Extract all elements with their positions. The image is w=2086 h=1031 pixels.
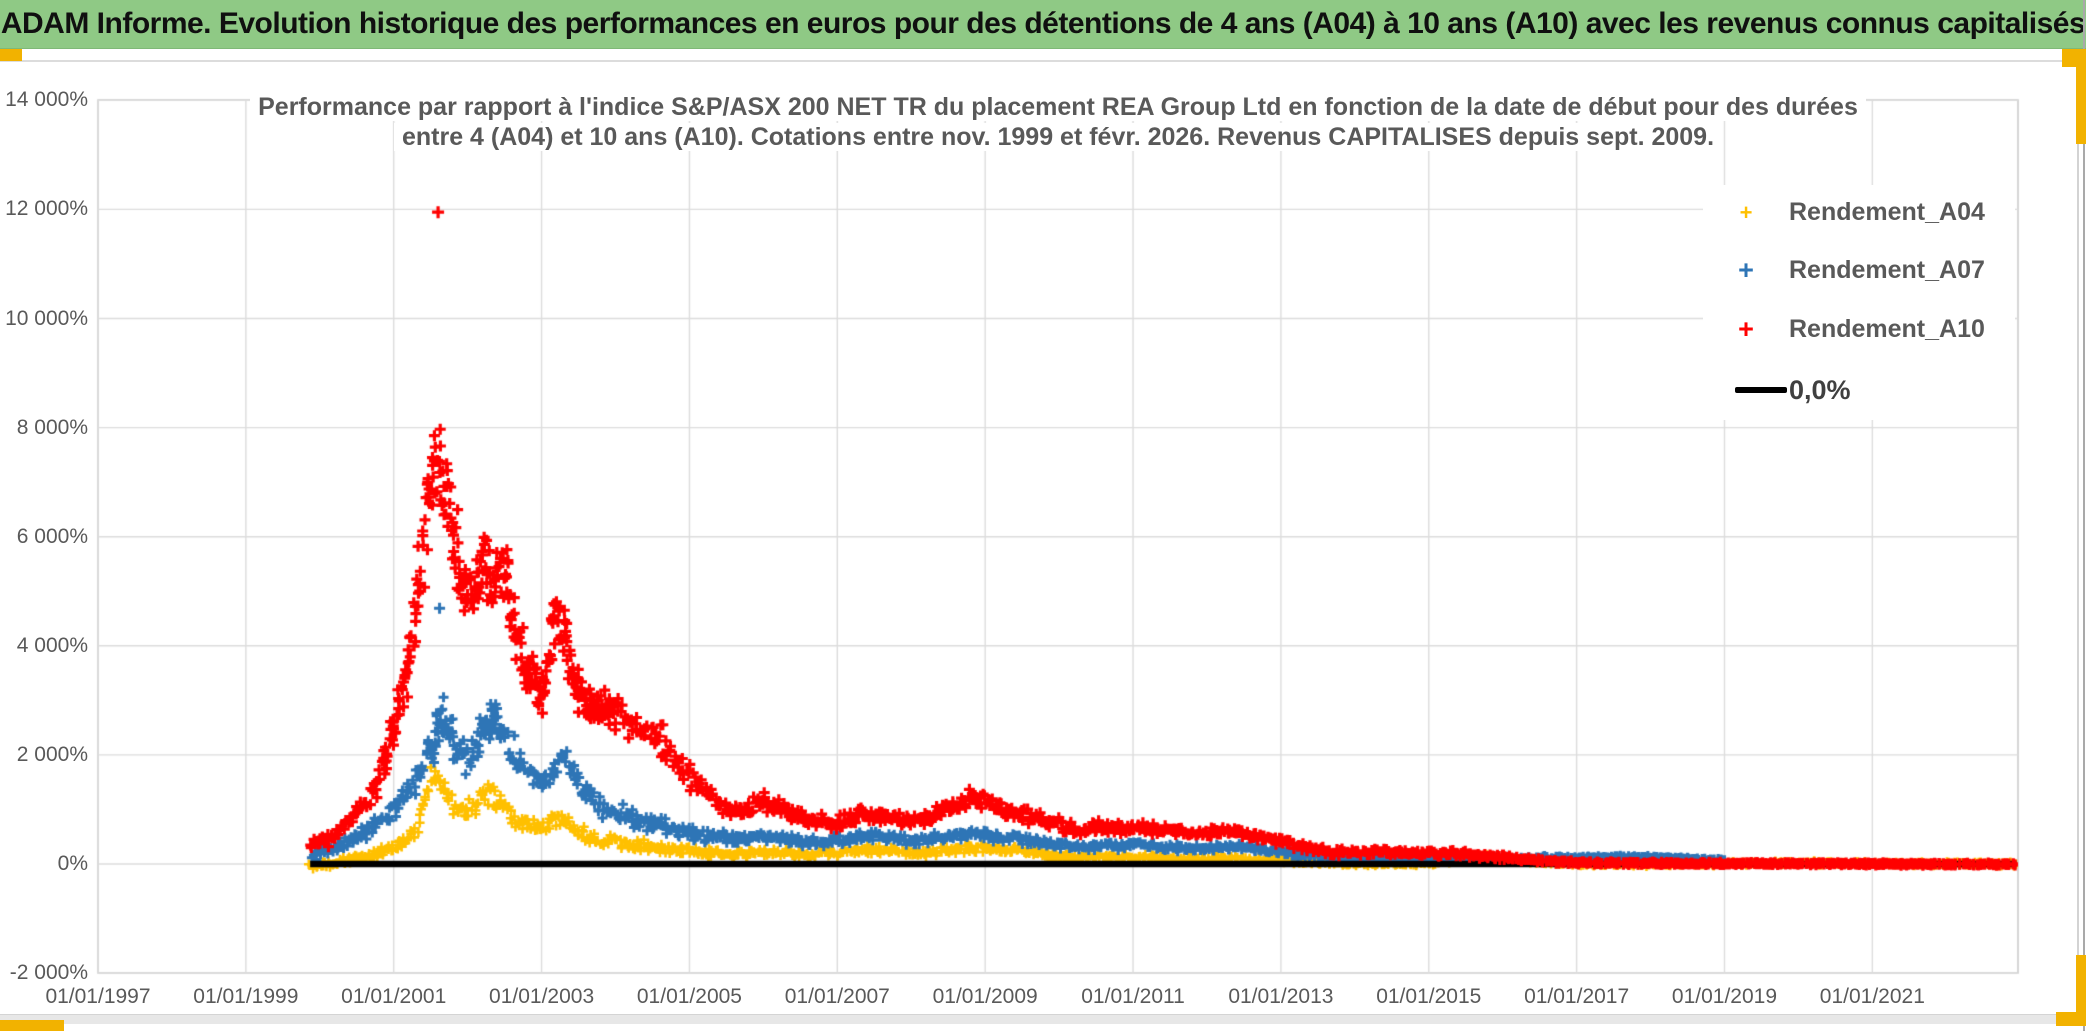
y-tick-label: 14 000% [5, 88, 88, 112]
x-tick-label: 01/01/2001 [341, 985, 447, 1008]
x-tick-label: 01/01/1999 [193, 985, 299, 1008]
y-tick-label: -2 000% [9, 961, 88, 985]
legend-label: Rendement_A10 [1789, 314, 1985, 343]
x-tick-label: 01/01/2015 [1376, 985, 1482, 1008]
plus-marker-icon: + [1738, 313, 1754, 344]
x-tick-label: 01/01/2003 [489, 985, 595, 1008]
x-tick-label: 01/01/1997 [45, 985, 151, 1008]
x-tick-label: 01/01/2013 [1228, 985, 1334, 1008]
legend-label: Rendement_A04 [1789, 197, 1985, 226]
zero-line-icon [1735, 387, 1787, 393]
chart-legend: + Rendement_A04 + Rendement_A07 + Rendem… [1703, 185, 2015, 420]
y-tick-label: 8 000% [16, 415, 88, 439]
x-tick-label: 01/01/2019 [1671, 985, 1778, 1008]
selection-border-top-right-v [2076, 60, 2086, 144]
legend-item-zero-line: 0,0% [1703, 373, 2015, 407]
x-tick-label: 01/01/2007 [784, 985, 890, 1008]
x-tick-label: 01/01/2017 [1524, 985, 1630, 1008]
chart-title-line-1: Performance par rapport à l'indice S&P/A… [98, 92, 2018, 122]
legend-label: Rendement_A07 [1789, 255, 1985, 284]
y-tick-label: 0% [57, 852, 88, 875]
legend-label: 0,0% [1789, 374, 1851, 405]
y-tick-label: 2 000% [16, 742, 88, 766]
x-tick-label: 01/01/2011 [1081, 985, 1185, 1008]
y-tick-label: 12 000% [5, 197, 88, 221]
plus-marker-icon: + [1739, 199, 1753, 225]
selection-border-top-left [0, 49, 22, 61]
selection-border-bottom-right [2056, 1012, 2086, 1026]
x-tick-label: 01/01/2021 [1819, 985, 1925, 1008]
y-tick-label: 4 000% [16, 633, 88, 657]
x-tick-label: 01/01/2005 [636, 985, 742, 1008]
selection-border-bottom-right-v [2076, 955, 2086, 1019]
legend-item-rendement-a07: + Rendement_A07 [1703, 253, 2015, 287]
x-tick-label: 01/01/2009 [932, 985, 1038, 1008]
plus-marker-icon: + [1738, 254, 1754, 285]
chart-title-line-2: entre 4 (A04) et 10 ans (A10). Cotations… [98, 122, 2018, 152]
y-tick-label: 10 000% [5, 306, 88, 330]
legend-item-rendement-a10: + Rendement_A10 [1703, 312, 2015, 346]
legend-item-rendement-a04: + Rendement_A04 [1703, 195, 2015, 229]
y-tick-label: 6 000% [16, 524, 88, 548]
selection-border-bottom-left [0, 1020, 64, 1031]
